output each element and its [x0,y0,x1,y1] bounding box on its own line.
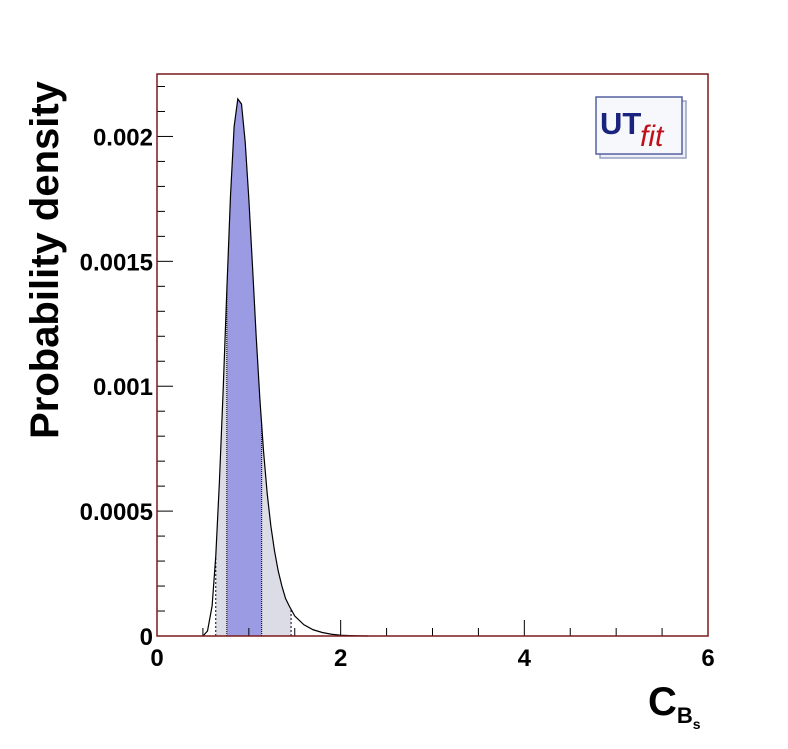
interval-fills [215,98,292,636]
x-axis: 0 2 4 6 [150,620,715,672]
logo-text-main: UT [600,106,641,141]
x-axis-title-subsub: s [693,716,701,732]
y-tick-label: 0 [140,624,153,651]
x-axis-title-main: C [648,680,677,724]
plot-frame [156,73,709,637]
logo-text-script: fit [640,120,665,153]
interval-68-fill [226,98,262,636]
x-tick-label: 4 [518,645,532,672]
density-curve [202,97,369,637]
y-tick-label: 0.001 [93,374,153,401]
x-axis-title-sub: B [677,703,693,728]
y-axis-title: Probability density [23,80,67,439]
utfit-logo: UT fit [595,96,687,159]
x-tick-label: 0 [150,645,163,672]
y-tick-label: 0.0015 [80,249,153,276]
y-tick-label: 0.002 [93,124,153,151]
x-axis-title: CBs [648,680,701,732]
y-tick-label: 0.0005 [80,499,153,526]
x-tick-label: 2 [334,645,347,672]
x-tick-label: 6 [701,645,714,672]
y-axis: 0 0.0005 0.001 0.0015 0.002 [80,85,173,651]
